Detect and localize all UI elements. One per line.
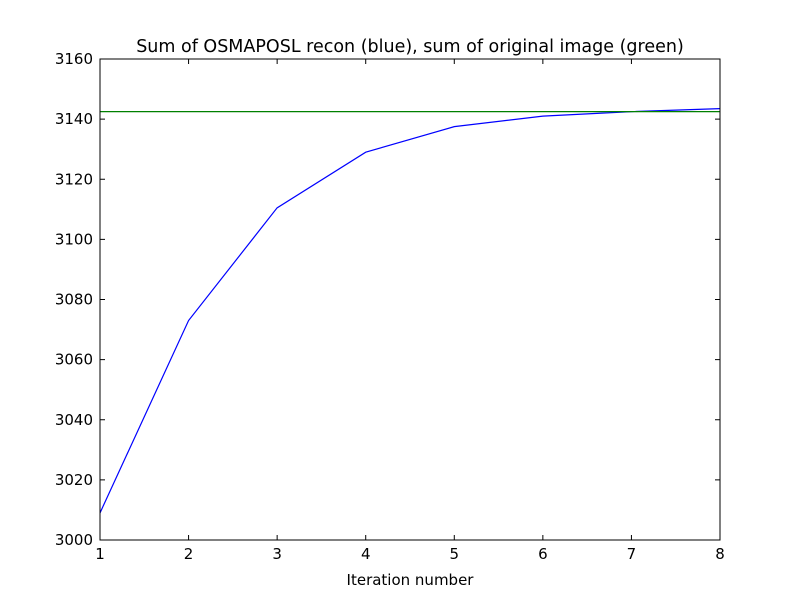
y-tick-label: 3140 — [55, 110, 93, 128]
x-tick-label: 1 — [95, 545, 105, 563]
y-tick-label: 3020 — [55, 471, 93, 489]
y-tick-label: 3040 — [55, 411, 93, 429]
y-tick-label: 3060 — [55, 351, 93, 369]
x-tick-label: 3 — [272, 545, 282, 563]
y-tick-label: 3160 — [55, 50, 93, 68]
x-tick-label: 5 — [450, 545, 460, 563]
axes-frame — [99, 58, 721, 541]
x-tick-label: 8 — [715, 545, 725, 563]
x-tick-label: 7 — [627, 545, 637, 563]
plot-area: 1 2 3 4 5 6 7 8 3000 3020 3040 3060 3080 3100 3120 3140… — [55, 50, 725, 563]
y-tick-label: 3080 — [55, 291, 93, 309]
x-tick-label: 6 — [538, 545, 548, 563]
x-axis-label: Iteration number — [347, 571, 475, 589]
chart-title: Sum of OSMAPOSL recon (blue), sum of ori… — [136, 37, 684, 57]
y-tick-label: 3100 — [55, 230, 93, 248]
x-tick-label: 2 — [184, 545, 194, 563]
series-line-1 — [100, 108, 720, 514]
y-tick-label: 3120 — [55, 170, 93, 188]
x-tick-label: 4 — [361, 545, 371, 563]
y-tick-label: 3000 — [55, 531, 93, 549]
